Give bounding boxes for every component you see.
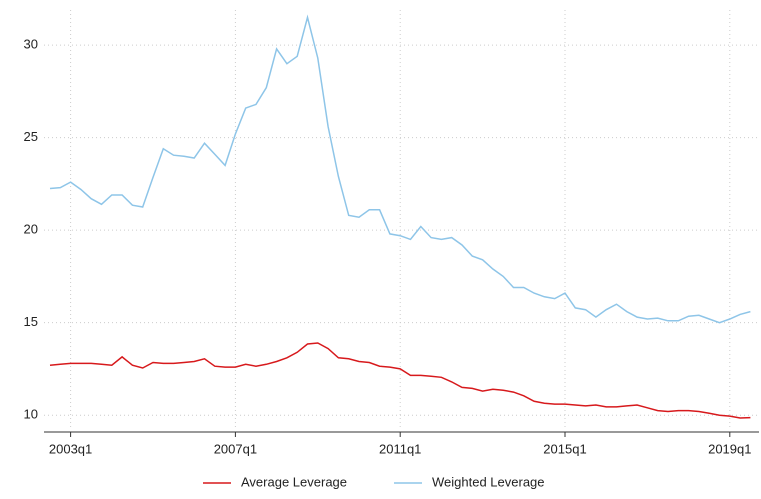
y-tick-label: 25	[24, 129, 38, 144]
x-tick-label: 2015q1	[543, 441, 586, 456]
y-tick-label: 30	[24, 37, 38, 52]
x-tick-label: 2007q1	[214, 441, 257, 456]
x-tick-label: 2011q1	[379, 441, 421, 456]
series-line	[49, 342, 751, 419]
x-tick-label: 2019q1	[708, 441, 751, 456]
series-line	[49, 14, 751, 324]
y-tick-label: 20	[24, 222, 38, 237]
y-tick-label: 15	[24, 314, 38, 329]
y-tick-label: 10	[24, 407, 38, 422]
legend-label: Average Leverage	[241, 474, 347, 489]
x-tick-label: 2003q1	[49, 441, 92, 456]
legend-label: Weighted Leverage	[432, 474, 545, 489]
